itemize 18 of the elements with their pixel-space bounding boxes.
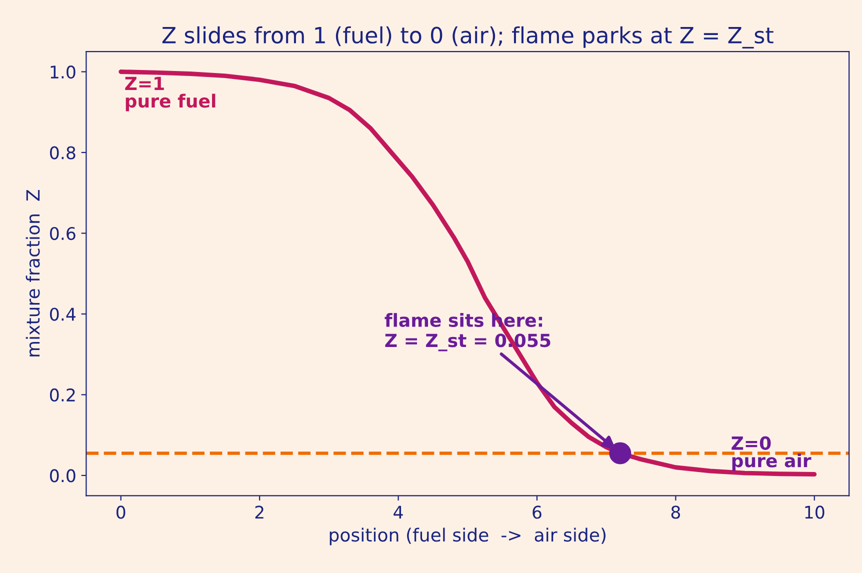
y-axis-title: mixture fraction Z	[26, 190, 40, 356]
annotation: Z=1 pure fuel	[125, 76, 216, 112]
y-tick-label: 0.0	[50, 469, 76, 482]
x-axis-title: position (fuel side -> air side)	[330, 528, 606, 546]
x-tick-label: 6	[532, 506, 542, 519]
chart-title: Z slides from 1 (fuel) to 0 (air); flame parks at Z = Z_st	[162, 26, 774, 48]
line-series	[118, 70, 817, 476]
y-tick-label: 0.6	[50, 226, 76, 240]
y-tick-label: 0.8	[50, 146, 76, 160]
x-tick-label: 2	[255, 506, 264, 519]
x-tick-label: 8	[671, 506, 680, 519]
annotation: Z=0 pure air	[732, 436, 812, 471]
x-tick-label: 10	[805, 506, 824, 519]
y-tick-label: 0.2	[50, 388, 75, 402]
y-tick-label: 0.4	[50, 308, 76, 321]
x-tick-label: 4	[394, 506, 403, 519]
y-tick-label: 1.0	[50, 65, 76, 79]
x-tick-label: 0	[116, 506, 126, 519]
